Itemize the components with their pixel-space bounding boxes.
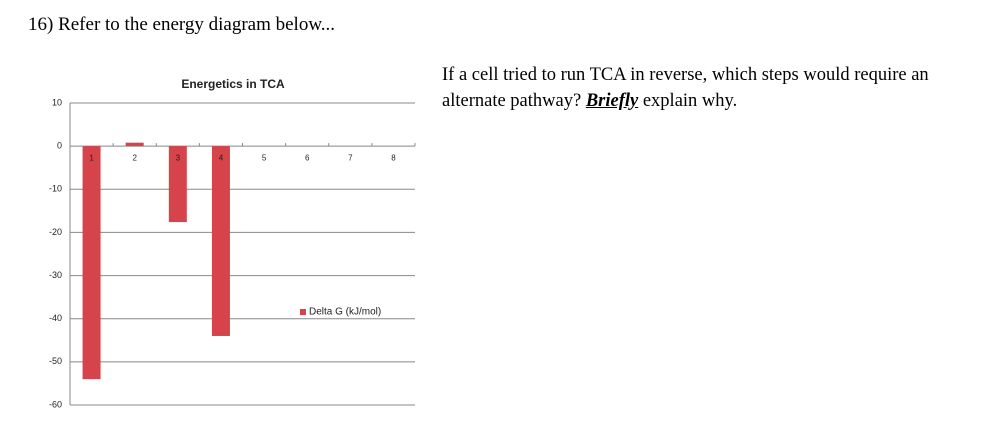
y-tick-label: -30 — [49, 270, 62, 280]
bar — [211, 146, 230, 336]
legend-label: Delta G (kJ/mol) — [309, 307, 381, 318]
y-tick-label: -20 — [49, 227, 62, 237]
x-tick-label: 4 — [219, 153, 224, 162]
chart: Energetics in TCA -60 -50 -40 -30 -20 -10 0 10 D… — [49, 77, 416, 409]
x-tick-label: 3 — [176, 153, 181, 162]
prompt: If a cell tried to run TCA in reverse, w… — [442, 62, 992, 114]
x-tick-label: 7 — [348, 153, 353, 162]
prompt-emphasis: Briefly — [585, 91, 639, 111]
y-tick-label: -60 — [49, 399, 62, 409]
prompt-text: explain why. — [642, 91, 738, 111]
bar — [82, 146, 101, 380]
legend-swatch — [300, 309, 306, 315]
x-tick-label: 5 — [262, 153, 267, 162]
prompt-text: If a cell tried to run TCA in reverse, w… — [442, 65, 929, 111]
x-tick-label: 6 — [305, 153, 310, 162]
bar — [125, 142, 144, 147]
x-tick-label: 1 — [89, 153, 94, 162]
y-tick-label: 0 — [57, 141, 62, 151]
y-tick-label: -10 — [49, 184, 62, 194]
x-tick-label: 2 — [132, 153, 137, 162]
bar — [168, 146, 187, 223]
y-tick-label: 10 — [52, 97, 62, 107]
y-tick-label: -50 — [49, 356, 62, 366]
question: 16) Refer to the energy diagram below... — [28, 14, 336, 35]
chart-title: Energetics in TCA — [181, 77, 285, 91]
x-tick-label: 8 — [391, 153, 396, 162]
y-tick-label: -40 — [49, 313, 62, 323]
